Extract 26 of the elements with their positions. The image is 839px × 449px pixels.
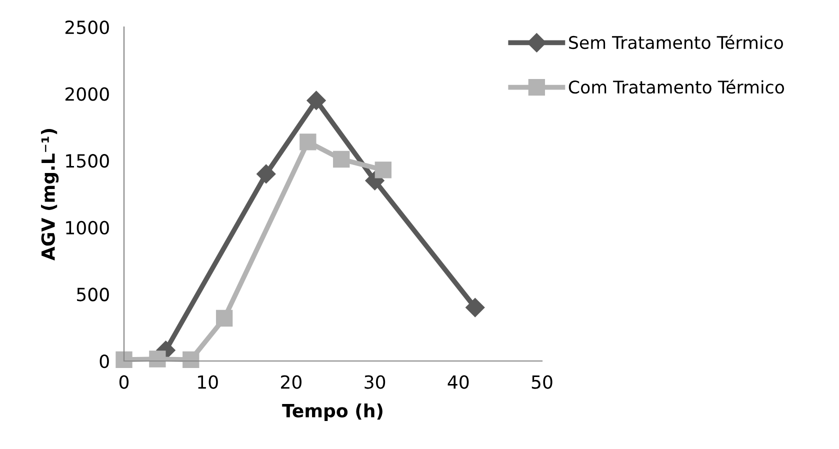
- point: [216, 310, 233, 327]
- y-tick-label: 1000: [66, 220, 109, 235]
- x-tick-label: 30: [364, 375, 386, 389]
- legend-label: Com Tratamento Térmico: [568, 80, 784, 94]
- point: [149, 350, 166, 368]
- y-tick-label: 0: [100, 354, 109, 368]
- y-tick-label: 2000: [65, 87, 109, 101]
- x-tick-label: 20: [281, 375, 302, 389]
- point: [300, 134, 316, 150]
- y-tick-label: 1500: [66, 154, 109, 168]
- x-tick-label: 50: [532, 375, 552, 389]
- x-tick-label: 10: [198, 375, 218, 389]
- x-tick-label: 0: [119, 375, 129, 389]
- y-tick-label: 500: [77, 288, 109, 302]
- point: [333, 150, 350, 168]
- point: [116, 351, 132, 368]
- point: [374, 162, 392, 178]
- point: [182, 351, 200, 368]
- point: [256, 164, 276, 184]
- x-tick-label: 40: [448, 375, 469, 389]
- y-tick-label: 2500: [65, 20, 109, 34]
- legend-label: Sem Tratamento Térmico: [569, 34, 783, 50]
- point: [466, 298, 485, 318]
- point: [306, 90, 326, 110]
- x-axis-title: Tempo (h): [282, 403, 382, 421]
- y-axis-title: AGV (mg.L⁻¹): [41, 129, 59, 260]
